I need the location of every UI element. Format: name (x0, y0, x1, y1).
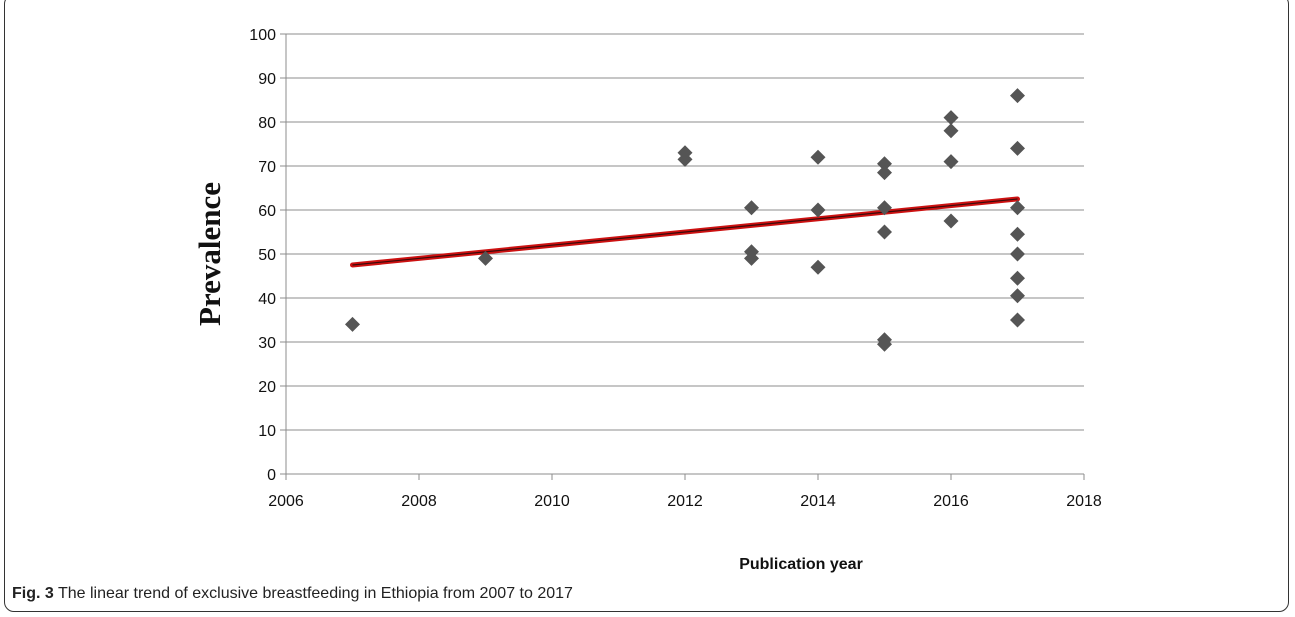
data-point (877, 156, 892, 172)
y-tick-labels: 0 10 20 30 40 50 60 70 80 90 100 (249, 27, 276, 484)
data-point (810, 259, 826, 275)
data-point (744, 250, 759, 266)
y-tick-label: 0 (267, 467, 276, 484)
x-tick-label: 2016 (933, 493, 969, 510)
data-point (877, 165, 892, 181)
data-point (943, 123, 959, 139)
data-point (1010, 270, 1025, 286)
x-tick-label: 2018 (1066, 493, 1102, 510)
caption-label: Fig. 3 (12, 585, 54, 602)
x-axis-label: Publication year (739, 556, 863, 573)
data-point (1010, 288, 1025, 304)
data-points (345, 88, 1025, 352)
y-tick-label: 70 (258, 159, 276, 176)
y-tick-label: 60 (258, 203, 276, 220)
trendline-group (350, 196, 1020, 268)
x-tick-labels: 2006 2008 2010 2012 2014 2016 2018 (268, 493, 1102, 510)
y-tick-label: 50 (258, 247, 276, 264)
caption-text: The linear trend of exclusive breastfeed… (53, 585, 573, 602)
data-point (1010, 140, 1025, 156)
axes (280, 33, 1085, 480)
data-point (1010, 88, 1025, 104)
x-tick-label: 2010 (534, 493, 570, 510)
x-tick-label: 2012 (667, 493, 703, 510)
x-tick-label: 2006 (268, 493, 304, 510)
data-point (877, 200, 892, 216)
data-point (1010, 226, 1025, 242)
data-point (1010, 312, 1025, 328)
data-point (345, 316, 360, 332)
data-point (943, 110, 959, 126)
data-point (877, 224, 892, 240)
y-tick-label: 20 (258, 379, 276, 396)
y-axis-label: Prevalence (192, 182, 227, 326)
trendline-core (352, 198, 1018, 266)
data-point (810, 149, 826, 165)
data-point (943, 154, 959, 170)
data-point (744, 200, 759, 216)
data-point (877, 336, 892, 352)
x-tick-label: 2014 (800, 493, 836, 510)
figure-caption: Fig. 3 The linear trend of exclusive bre… (12, 585, 573, 603)
y-tick-label: 90 (258, 71, 276, 88)
data-point (677, 151, 693, 167)
y-tick-label: 80 (258, 115, 276, 132)
data-point (810, 202, 826, 218)
figure-frame (4, 0, 1289, 612)
data-point (943, 213, 959, 229)
data-point (1010, 246, 1025, 262)
y-tick-label: 100 (249, 27, 276, 44)
x-tick-label: 2008 (401, 493, 437, 510)
y-tick-label: 30 (258, 335, 276, 352)
gridlines (286, 33, 1084, 431)
data-point (478, 250, 493, 266)
y-tick-label: 10 (258, 423, 276, 440)
y-tick-label: 40 (258, 291, 276, 308)
data-point (1010, 200, 1025, 216)
